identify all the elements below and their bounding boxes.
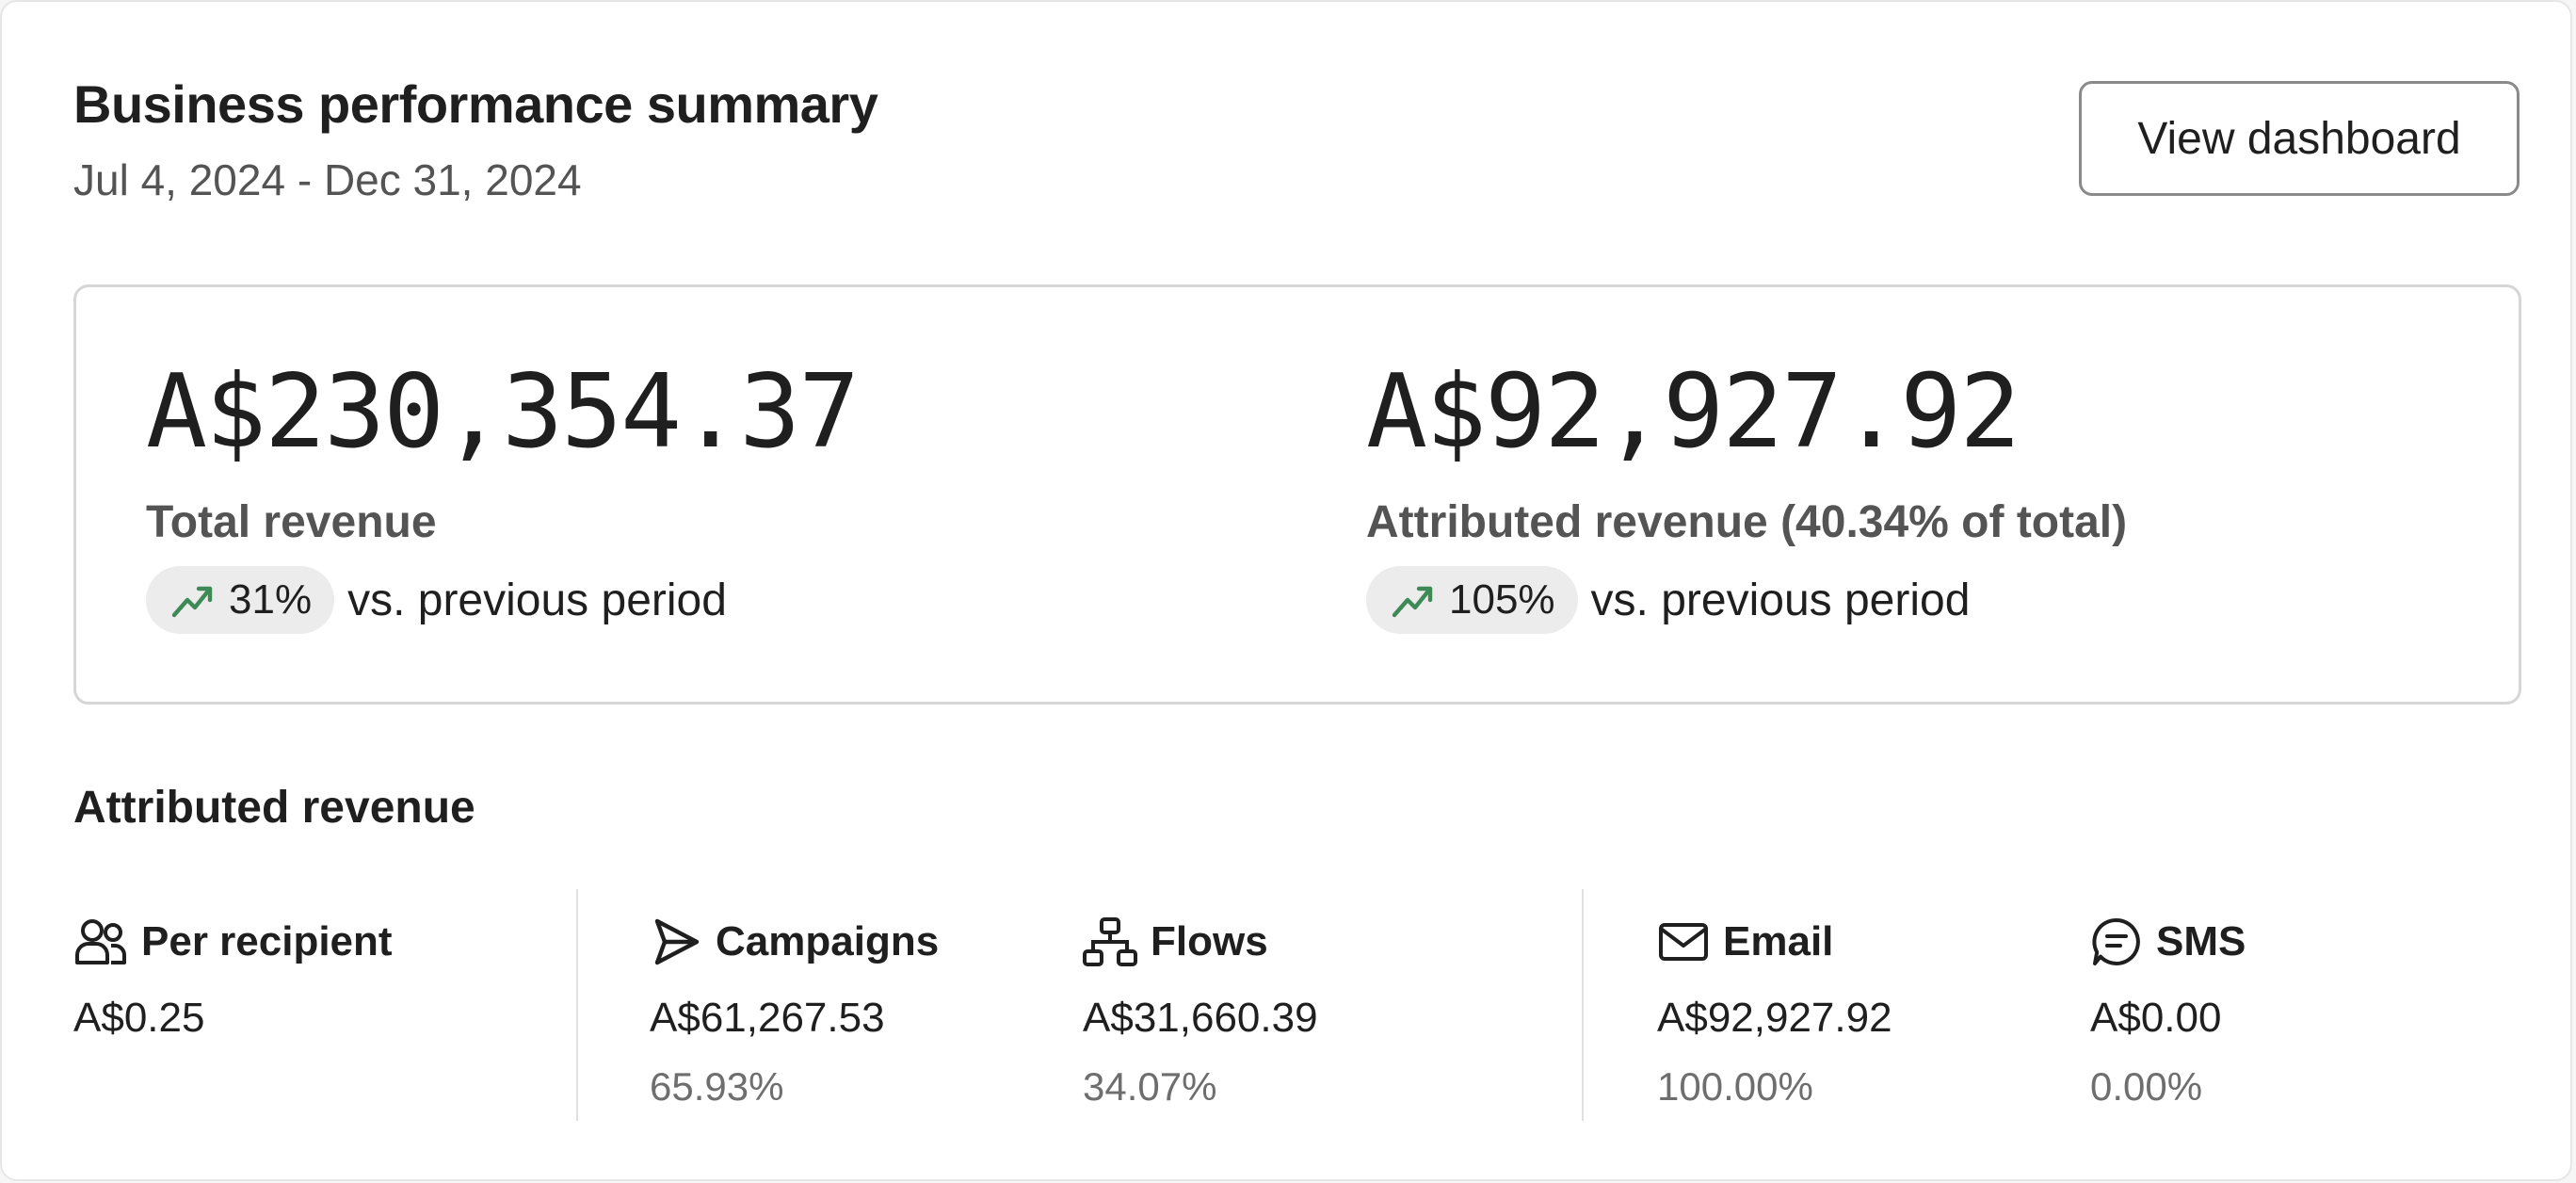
stat-per-recipient: Per recipient A$0.25 <box>73 914 393 1041</box>
attributed-revenue-delta: 105% vs. previous period <box>1366 566 1970 634</box>
stat-name: Campaigns <box>716 918 940 964</box>
attributed-revenue-change-value: 105% <box>1449 576 1555 623</box>
divider <box>576 889 578 1121</box>
total-revenue-label: Total revenue <box>146 497 437 547</box>
stat-name: Flows <box>1151 918 1268 964</box>
total-revenue-change-value: 31% <box>229 576 313 623</box>
stat-value: A$0.00 <box>2090 995 2222 1041</box>
send-icon <box>654 918 700 965</box>
flow-icon <box>1083 917 1137 966</box>
attributed-revenue-comparison: vs. previous period <box>1590 575 1971 625</box>
stat-email: Email A$92,927.92 100.00% <box>1657 914 1892 1109</box>
stat-value: A$31,660.39 <box>1083 995 1318 1041</box>
total-revenue-change-badge: 31% <box>146 566 335 634</box>
stat-percent: 34.07% <box>1083 1064 1217 1109</box>
users-icon <box>75 919 126 964</box>
stat-name: Email <box>1723 918 1834 964</box>
total-revenue-amount: A$230,354.37 <box>146 353 860 471</box>
stat-name: SMS <box>2156 918 2246 964</box>
trend-up-icon <box>1392 586 1433 618</box>
total-revenue-comparison: vs. previous period <box>347 575 727 625</box>
attributed-revenue-amount: A$92,927.92 <box>1366 353 2021 471</box>
stat-campaigns: Campaigns A$61,267.53 65.93% <box>650 914 940 1109</box>
date-range: Jul 4, 2024 - Dec 31, 2024 <box>73 155 582 204</box>
attributed-revenue-change-badge: 105% <box>1366 566 1578 634</box>
stat-percent: 0.00% <box>2090 1064 2203 1109</box>
trend-up-icon <box>171 586 213 618</box>
stat-value: A$61,267.53 <box>650 995 885 1041</box>
stat-value: A$0.25 <box>73 995 205 1041</box>
page-title: Business performance summary <box>73 74 878 134</box>
sms-icon <box>2092 917 2140 965</box>
stat-percent: 100.00% <box>1657 1064 1813 1109</box>
stat-value: A$92,927.92 <box>1657 995 1892 1041</box>
total-revenue-delta: 31% vs. previous period <box>146 566 727 634</box>
mail-icon <box>1659 923 1708 961</box>
stat-percent: 65.93% <box>650 1064 784 1109</box>
divider <box>1582 889 1584 1121</box>
stat-flows: Flows A$31,660.39 34.07% <box>1083 914 1318 1109</box>
view-dashboard-button[interactable]: View dashboard <box>2079 81 2520 196</box>
revenue-summary-box: A$230,354.37 Total revenue 31% vs. previ… <box>73 284 2521 705</box>
stat-sms: SMS A$0.00 0.00% <box>2090 914 2246 1109</box>
attributed-revenue-section-title: Attributed revenue <box>73 783 475 833</box>
stat-name: Per recipient <box>141 918 393 964</box>
attributed-revenue-label: Attributed revenue (40.34% of total) <box>1366 497 2128 547</box>
